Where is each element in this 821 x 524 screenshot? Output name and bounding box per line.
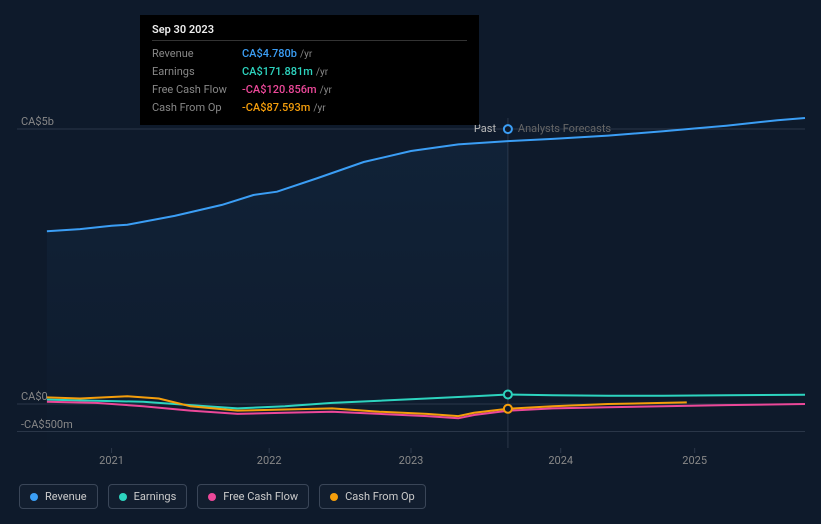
- tooltip-metric-value: -CA$120.856m: [242, 81, 317, 99]
- tooltip-row: EarningsCA$171.881m/yr: [152, 63, 467, 81]
- hover-tooltip: Sep 30 2023 RevenueCA$4.780b/yrEarningsC…: [140, 15, 479, 125]
- forecast-label: Analysts Forecasts: [518, 122, 611, 135]
- legend-label: Cash From Op: [345, 490, 415, 503]
- x-tick-label: 2024: [548, 454, 573, 467]
- x-tick-label: 2023: [399, 454, 424, 467]
- y-tick-label: CA$0: [21, 390, 48, 403]
- y-tick-label: CA$5b: [21, 115, 54, 128]
- legend-item-earnings[interactable]: Earnings: [108, 484, 188, 509]
- legend-dot: [30, 493, 38, 501]
- legend-item-cash-from-op[interactable]: Cash From Op: [319, 484, 426, 509]
- tooltip-metric-label: Earnings: [152, 63, 242, 81]
- legend-label: Free Cash Flow: [223, 490, 298, 503]
- legend-dot: [119, 493, 127, 501]
- tooltip-rows: RevenueCA$4.780b/yrEarningsCA$171.881m/y…: [152, 45, 467, 117]
- legend-dot: [208, 493, 216, 501]
- financials-chart: CA$5bCA$0-CA$500m 20212022202320242025 P…: [0, 0, 821, 524]
- legend-item-revenue[interactable]: Revenue: [19, 484, 98, 509]
- tooltip-metric-label: Free Cash Flow: [152, 81, 242, 99]
- x-tick-label: 2025: [682, 454, 707, 467]
- tooltip-metric-value: -CA$87.593m: [242, 99, 310, 117]
- tooltip-metric-value: CA$171.881m: [242, 63, 313, 81]
- legend-label: Revenue: [45, 490, 87, 503]
- tooltip-metric-label: Cash From Op: [152, 99, 242, 117]
- x-tick-label: 2021: [99, 454, 124, 467]
- tooltip-row: Cash From Op-CA$87.593m/yr: [152, 99, 467, 117]
- tooltip-metric-label: Revenue: [152, 45, 242, 63]
- tooltip-row: RevenueCA$4.780b/yr: [152, 45, 467, 63]
- tooltip-metric-suffix: /yr: [300, 47, 312, 63]
- legend-label: Earnings: [134, 490, 177, 503]
- tooltip-row: Free Cash Flow-CA$120.856m/yr: [152, 81, 467, 99]
- x-tick-label: 2022: [257, 454, 282, 467]
- tooltip-metric-suffix: /yr: [313, 101, 325, 117]
- legend: Revenue Earnings Free Cash Flow Cash From O…: [19, 484, 426, 509]
- y-tick-label: -CA$500m: [21, 418, 73, 431]
- legend-item-free-cash-flow[interactable]: Free Cash Flow: [197, 484, 309, 509]
- tooltip-metric-suffix: /yr: [320, 83, 332, 99]
- tooltip-metric-value: CA$4.780b: [242, 45, 297, 63]
- tooltip-metric-suffix: /yr: [316, 65, 328, 81]
- legend-dot: [330, 493, 338, 501]
- tooltip-date: Sep 30 2023: [152, 23, 467, 36]
- tooltip-divider: [152, 40, 467, 41]
